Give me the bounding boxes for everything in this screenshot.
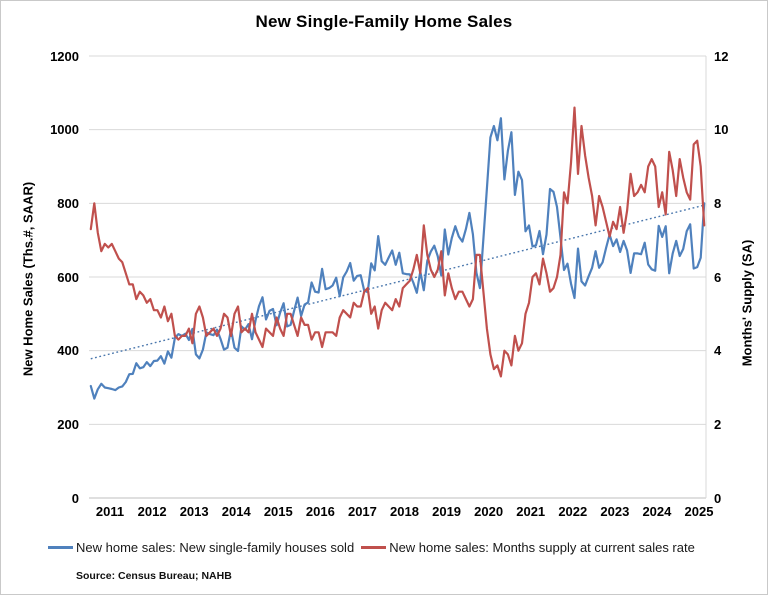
sales-line-swatch-icon: [48, 546, 73, 549]
supply-line-swatch-icon: [361, 546, 387, 549]
left-axis-title: New Home Sales (Ths.#, SAAR): [20, 181, 36, 377]
legend-label-supply: New home sales: Months supply at current…: [389, 540, 695, 555]
source-note: Source: Census Bureau; NAHB: [76, 570, 232, 582]
legend-label-sales: New home sales: New single-family houses…: [76, 540, 355, 555]
sales-line: [89, 117, 706, 400]
chart-title: New Single-Family Home Sales: [255, 12, 513, 31]
legend: New home sales: New single-family houses…: [48, 540, 695, 555]
supply-line: [89, 106, 706, 378]
legend-item-supply: New home sales: Months supply at current…: [361, 540, 695, 555]
right-axis-title: Months' Supply (SA): [739, 239, 755, 367]
legend-item-sales: New home sales: New single-family houses…: [48, 540, 354, 555]
